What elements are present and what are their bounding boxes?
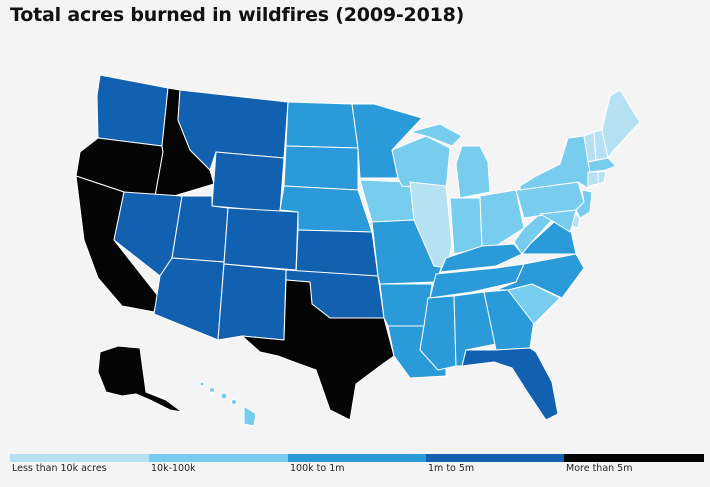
state-WI[interactable] — [391, 135, 451, 191]
page-title: Total acres burned in wildfires (2009-20… — [10, 4, 465, 26]
legend-label-1: 10k-100k — [151, 463, 196, 474]
state-NY[interactable] — [519, 135, 591, 191]
legend-swatch-4 — [564, 454, 704, 462]
legend-swatch-3 — [426, 454, 564, 462]
state-AK[interactable] — [97, 345, 183, 413]
state-SD[interactable] — [283, 145, 359, 191]
state-MA[interactable] — [587, 157, 617, 173]
state-HI[interactable] — [199, 381, 257, 427]
state-IN[interactable] — [449, 197, 483, 255]
state-OH[interactable] — [479, 189, 525, 247]
legend-label-0: Less than 10k acres — [12, 463, 107, 474]
state-ND[interactable] — [285, 101, 359, 149]
legend-label-3: 1m to 5m — [428, 463, 475, 474]
state-MD[interactable] — [539, 209, 577, 233]
legend-swatch-1 — [149, 454, 288, 462]
state-WY[interactable] — [211, 151, 285, 213]
legend-swatch-2 — [288, 454, 426, 462]
legend-label-2: 100k to 1m — [290, 463, 345, 474]
state-CO[interactable] — [223, 207, 299, 271]
state-AZ[interactable] — [153, 257, 225, 341]
state-FL[interactable] — [461, 347, 559, 421]
state-NC[interactable] — [495, 253, 585, 299]
state-RI[interactable] — [597, 171, 607, 185]
state-KS[interactable] — [295, 229, 379, 277]
state-NM[interactable] — [217, 263, 287, 341]
legend-label-4: More than 5m — [566, 463, 633, 474]
state-AR[interactable] — [379, 283, 433, 327]
legend-swatch-0 — [10, 454, 149, 462]
state-WA[interactable] — [96, 74, 169, 147]
state-ME[interactable] — [601, 89, 641, 159]
state-CT[interactable] — [587, 171, 599, 187]
state-TX[interactable] — [241, 279, 395, 421]
state-MI[interactable] — [409, 123, 491, 199]
